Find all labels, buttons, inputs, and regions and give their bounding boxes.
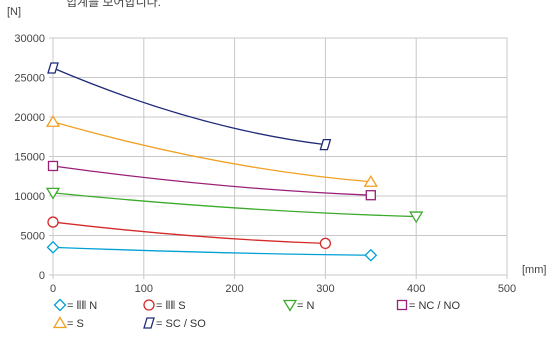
data-point-marker <box>319 138 332 151</box>
y-tick-label: 0 <box>39 270 45 282</box>
legend: = ⦀⦀ N = ⦀⦀ S = N = NC / NO = S = SC / SO <box>52 298 460 330</box>
y-tick-label: 10000 <box>14 191 45 203</box>
legend-label: = S <box>67 318 84 330</box>
x-tick-label: 400 <box>407 283 425 295</box>
series-line <box>52 121 371 183</box>
y-tick-label: 30000 <box>14 33 45 45</box>
data-point-marker <box>409 211 424 224</box>
series-line <box>52 192 417 218</box>
series-line <box>52 165 371 196</box>
series-lines <box>52 67 417 256</box>
data-point-marker <box>47 62 59 74</box>
legend-label: = ⦀⦀ S <box>156 300 186 312</box>
legend-label: = ⦀⦀ N <box>67 300 97 312</box>
data-point-marker <box>45 114 61 127</box>
y-tick-label: 25000 <box>14 73 45 85</box>
legend-label: = NC / NO <box>409 300 460 312</box>
data-point-marker <box>319 237 332 250</box>
legend-marker <box>143 317 155 329</box>
grid <box>49 37 508 279</box>
x-tick-label: 0 <box>50 283 56 295</box>
legend-marker <box>53 298 67 312</box>
y-tick-label: 5000 <box>21 231 45 243</box>
data-point-marker <box>45 187 61 200</box>
legend-label: = N <box>297 300 314 312</box>
series-line <box>52 246 371 256</box>
series-markers <box>45 62 424 262</box>
data-point-marker <box>363 175 378 187</box>
data-point-marker <box>46 240 60 254</box>
data-point-marker <box>47 216 59 228</box>
axes: 0 100 200 300 400 500050001000015000200002500… <box>7 6 546 295</box>
x-tick-label: 500 <box>498 283 516 295</box>
data-point-marker <box>47 160 59 172</box>
y-axis-label: [N] <box>7 6 21 18</box>
legend-marker <box>52 316 68 329</box>
y-tick-label: 20000 <box>14 112 45 124</box>
y-tick-label: 15000 <box>14 152 45 164</box>
legend-marker <box>396 299 408 311</box>
x-tick-label: 200 <box>225 283 243 295</box>
series-line <box>52 221 326 245</box>
data-point-marker <box>364 248 378 262</box>
series-line <box>52 67 326 146</box>
header-note: 힙계를 보어합니다. <box>66 0 161 9</box>
x-tick-label: 100 <box>135 283 153 295</box>
legend-marker <box>282 299 298 312</box>
x-tick-label: 300 <box>316 283 334 295</box>
data-point-marker <box>365 190 376 201</box>
legend-label: = SC / SO <box>156 318 206 330</box>
legend-marker <box>143 299 155 311</box>
x-axis-label: [mm] <box>522 264 546 276</box>
